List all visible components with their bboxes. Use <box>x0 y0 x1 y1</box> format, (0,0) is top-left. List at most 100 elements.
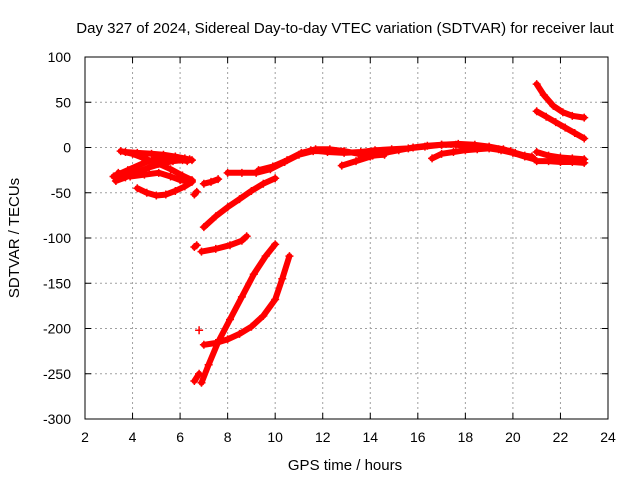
data-point <box>133 184 142 193</box>
y-tick-label: 50 <box>55 94 71 110</box>
data-point <box>223 203 232 212</box>
series-arc-11 <box>199 174 280 232</box>
data-point <box>166 165 175 174</box>
data-point <box>259 179 268 188</box>
data-point <box>142 188 151 197</box>
data-point <box>204 360 213 369</box>
data-point <box>449 148 458 157</box>
y-tick-label: -250 <box>43 366 71 382</box>
data-point <box>197 247 206 256</box>
data-point <box>199 179 208 188</box>
data-point <box>211 244 220 253</box>
data-point <box>254 166 263 175</box>
data-point <box>337 161 346 170</box>
data-point <box>178 171 187 180</box>
y-tick-label: 0 <box>63 140 71 156</box>
x-tick-label: 2 <box>81 429 89 445</box>
y-tick-label: -200 <box>43 321 71 337</box>
data-point <box>192 241 201 250</box>
data-point <box>237 236 246 245</box>
data-point <box>556 157 565 166</box>
series-arc-15 <box>199 252 294 349</box>
data-point <box>226 315 235 324</box>
data-point <box>145 163 154 172</box>
grid-layer <box>85 57 608 419</box>
data-point <box>223 168 232 177</box>
data-point <box>211 212 220 221</box>
series-arc-6 <box>133 177 196 200</box>
data-point <box>356 148 365 157</box>
data-point <box>180 154 189 163</box>
x-tick-label: 10 <box>267 429 283 445</box>
data-point <box>451 140 460 149</box>
series-arc-9 <box>190 241 201 252</box>
data-point <box>152 191 161 200</box>
data-point <box>532 80 541 89</box>
data-point <box>211 338 220 347</box>
data-point <box>271 174 280 183</box>
x-tick-label: 14 <box>362 429 378 445</box>
series-line <box>198 241 279 386</box>
data-point <box>171 186 180 195</box>
data-point <box>247 186 256 195</box>
data-point <box>568 157 577 166</box>
data-point <box>126 172 135 181</box>
data-point <box>532 148 541 157</box>
x-tick-label: 16 <box>410 429 426 445</box>
data-point <box>199 340 208 349</box>
data-point <box>259 311 268 320</box>
series-arc-23 <box>532 80 589 122</box>
data-point <box>247 322 256 331</box>
data-point <box>352 157 361 166</box>
data-point <box>366 152 375 161</box>
data-point <box>180 182 189 191</box>
series-arc-7 <box>190 187 201 199</box>
data-point <box>187 177 196 186</box>
y-axis-title: SDTVAR / TECUs <box>6 178 23 298</box>
series-arc-10 <box>197 232 251 256</box>
series-line <box>198 233 250 255</box>
y-tick-label: -100 <box>43 230 71 246</box>
data-point <box>549 101 558 110</box>
series-arc-13 <box>190 369 204 385</box>
data-point <box>214 175 223 184</box>
y-tick-label: -50 <box>51 185 71 201</box>
series-arc-8 <box>199 175 223 188</box>
x-tick-label: 22 <box>553 429 569 445</box>
tick-layer <box>84 56 609 420</box>
data-point <box>539 91 548 100</box>
series-arc-5 <box>121 148 196 165</box>
x-tick-label: 20 <box>505 429 521 445</box>
data-point <box>297 148 306 157</box>
data-point <box>271 240 280 249</box>
data-point <box>544 157 553 166</box>
data-point <box>340 148 349 157</box>
data-point <box>285 252 294 261</box>
series-arc-12 <box>195 326 204 335</box>
data-point <box>195 326 204 335</box>
data-point <box>497 146 506 155</box>
y-tick-label: -300 <box>43 411 71 427</box>
data-point <box>226 241 235 250</box>
data-point <box>306 146 315 155</box>
series-layer <box>109 80 589 387</box>
data-point <box>171 152 180 161</box>
data-point <box>394 146 403 155</box>
x-axis-title: GPS time / hours <box>288 457 402 474</box>
x-tick-label: 8 <box>224 429 232 445</box>
data-point <box>223 335 232 344</box>
data-point <box>551 118 560 127</box>
series-line <box>429 145 538 163</box>
data-point <box>114 168 123 177</box>
chart-title: Day 327 of 2024, Sidereal Day-to-day VTE… <box>76 20 614 37</box>
data-point <box>437 149 446 158</box>
data-point <box>532 107 541 116</box>
data-point <box>242 232 251 241</box>
data-point <box>147 149 156 158</box>
data-point <box>138 159 147 168</box>
x-tick-label: 18 <box>458 429 474 445</box>
data-point <box>154 159 163 168</box>
series-arc-20 <box>428 144 539 164</box>
data-point <box>133 148 142 157</box>
